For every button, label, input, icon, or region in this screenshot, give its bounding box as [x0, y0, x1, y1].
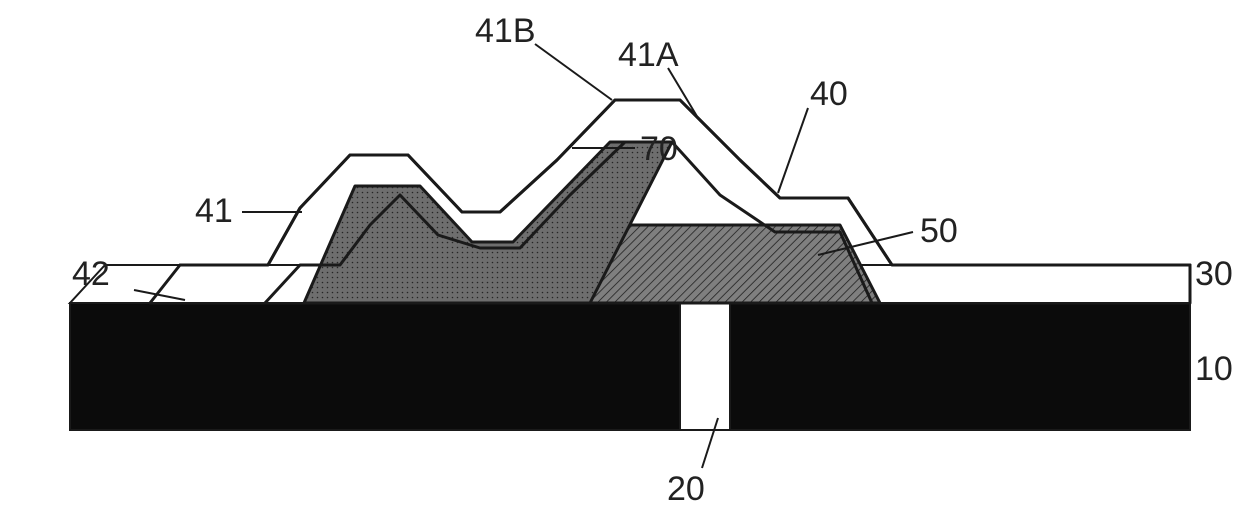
leader-l20 [702, 418, 718, 468]
label-20: 20 [667, 470, 705, 509]
label-70: 70 [640, 130, 678, 169]
label-41: 41 [195, 192, 233, 231]
label-30: 30 [1195, 255, 1233, 294]
leader-l41B [535, 44, 612, 100]
substrate-left [70, 303, 680, 430]
label-50: 50 [920, 212, 958, 251]
substrate-right [730, 303, 1190, 430]
label-41A: 41A [618, 36, 679, 75]
leader-l40 [778, 108, 808, 193]
label-42: 42 [72, 255, 110, 294]
label-40: 40 [810, 75, 848, 114]
label-41B: 41B [475, 12, 536, 51]
label-10: 10 [1195, 350, 1233, 389]
